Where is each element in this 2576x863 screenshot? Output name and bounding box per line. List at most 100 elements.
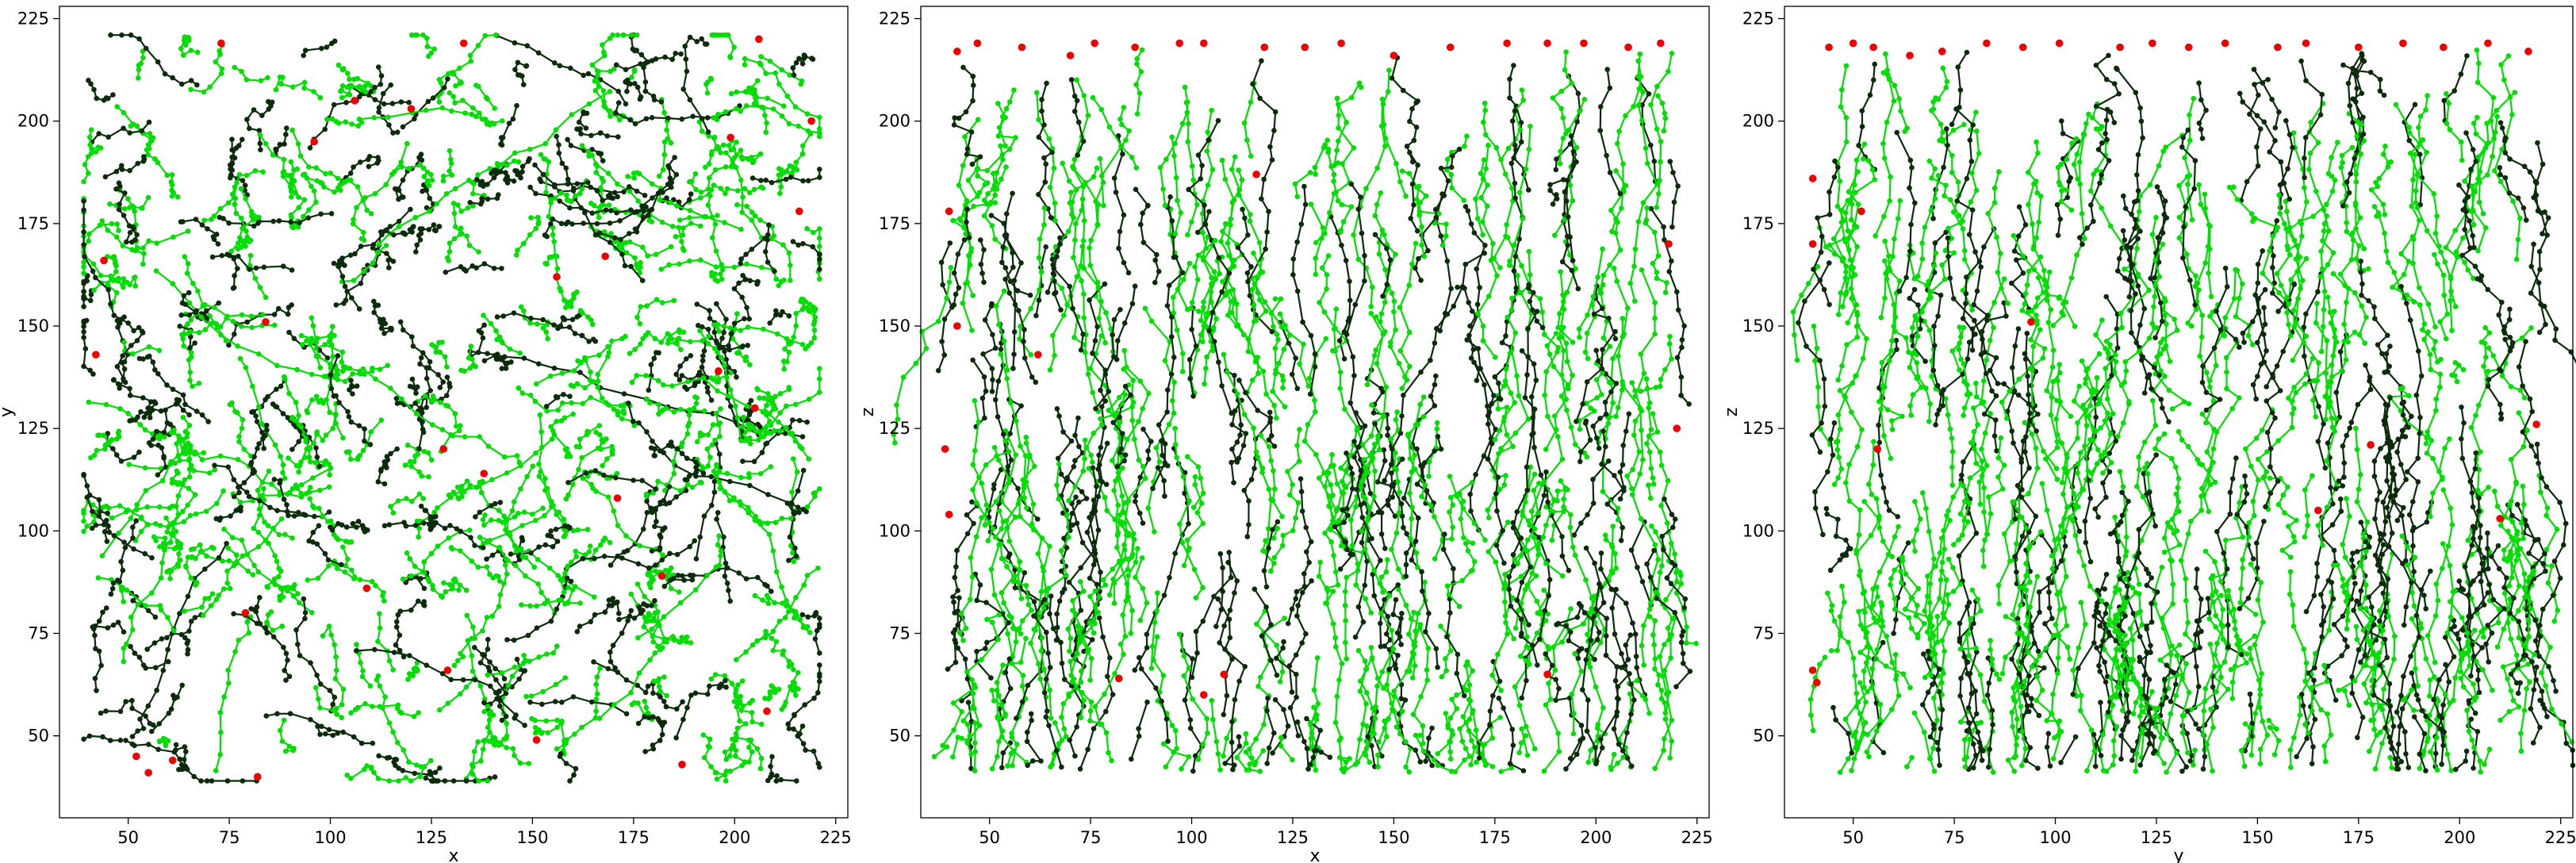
track-point	[224, 778, 231, 784]
track-point	[595, 384, 600, 390]
track-point	[373, 376, 378, 382]
x-axis-label: x	[448, 846, 458, 863]
track-point	[472, 677, 478, 683]
track-point	[493, 677, 499, 683]
track-point	[497, 697, 503, 704]
track-point	[420, 188, 425, 194]
track-point	[1246, 498, 1252, 504]
track-point	[999, 176, 1004, 182]
track-point	[795, 733, 801, 738]
track-point	[534, 321, 540, 327]
track-point	[243, 228, 249, 234]
track-point	[521, 653, 527, 658]
track-point	[764, 120, 769, 126]
track-point	[90, 624, 96, 630]
track-point	[521, 308, 527, 314]
track-point	[601, 437, 607, 443]
track-point	[328, 211, 335, 217]
track-point	[357, 577, 363, 583]
track-point	[588, 184, 594, 190]
track-point	[360, 668, 366, 673]
track-point	[118, 316, 125, 322]
track-point	[174, 441, 179, 447]
track-point	[1448, 171, 1454, 178]
track-point	[728, 331, 734, 336]
track-point	[462, 368, 467, 374]
track-point	[143, 45, 149, 52]
track-line	[507, 576, 572, 642]
track-point	[470, 263, 475, 269]
track-point	[146, 742, 151, 747]
track-point	[293, 627, 299, 633]
track-point	[382, 228, 389, 234]
track-point	[279, 738, 286, 744]
track-point	[439, 427, 446, 432]
track-point	[310, 529, 316, 535]
track-point	[401, 520, 407, 525]
track-point	[566, 324, 573, 330]
track-point	[567, 393, 573, 400]
track-point	[649, 603, 654, 608]
track-point	[116, 206, 122, 213]
track-point	[390, 510, 397, 516]
track-point	[788, 516, 794, 521]
track-point	[347, 366, 353, 371]
track-point	[319, 45, 324, 52]
track-point	[391, 650, 397, 655]
track-point	[390, 667, 397, 673]
track-point	[190, 281, 196, 286]
track-point	[489, 613, 495, 619]
track-point	[289, 535, 295, 541]
track-point	[707, 683, 712, 689]
track-point	[400, 768, 406, 773]
track-point	[81, 304, 86, 309]
track-point	[278, 383, 284, 389]
track-point	[120, 353, 125, 359]
track-point	[788, 543, 794, 549]
track-point	[799, 306, 806, 313]
track-point	[327, 409, 332, 416]
track-point	[793, 310, 799, 316]
track-point	[113, 260, 118, 267]
track-point	[770, 548, 776, 554]
track-point	[551, 322, 557, 328]
track-point	[781, 366, 787, 372]
track-point	[372, 303, 378, 309]
track-point	[92, 676, 98, 681]
track-point	[334, 711, 340, 717]
track-point	[777, 410, 783, 416]
track-point	[310, 323, 316, 329]
track-point	[573, 765, 579, 772]
track-point	[779, 707, 785, 712]
track-point	[306, 455, 312, 460]
track-point	[734, 201, 740, 208]
track-point	[313, 199, 319, 205]
track-point	[174, 400, 181, 406]
track-point	[343, 524, 350, 530]
track-point	[185, 502, 190, 508]
track-point	[687, 543, 692, 550]
track-point	[409, 498, 415, 504]
track-point	[1561, 347, 1566, 354]
track-point	[209, 591, 216, 596]
track-point	[1604, 501, 1611, 507]
track-point	[622, 263, 628, 269]
track-point	[523, 63, 530, 69]
track-point	[320, 633, 326, 639]
track-point	[397, 608, 404, 614]
track-point	[768, 464, 774, 470]
track-point	[715, 321, 721, 328]
track-point	[254, 419, 260, 424]
track-point	[270, 525, 277, 531]
track-point	[521, 509, 527, 515]
track-point	[1142, 305, 1148, 312]
track-point	[591, 659, 596, 665]
track-point	[298, 482, 305, 488]
track-point	[503, 366, 509, 371]
track-point	[500, 313, 506, 319]
track-point	[180, 336, 186, 342]
track-point	[680, 716, 686, 723]
track-point	[85, 154, 91, 159]
track-point	[346, 414, 352, 420]
track-point	[171, 520, 177, 525]
